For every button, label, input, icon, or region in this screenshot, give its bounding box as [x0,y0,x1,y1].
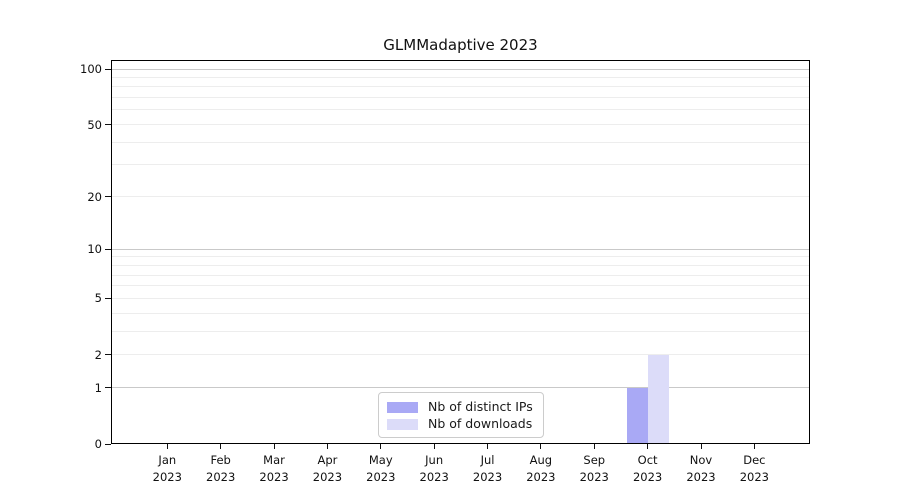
x-tick-month: Oct [637,453,658,467]
chart-title: GLMMadaptive 2023 [383,36,538,54]
x-axis-tick [326,444,328,449]
x-tick-year: 2023 [579,469,609,484]
y-axis-tick [105,297,111,299]
x-tick-year: 2023 [686,469,716,484]
y-axis-tick-label: 1 [94,380,102,395]
minor-gridline [112,196,809,198]
legend-label-downloads: Nb of downloads [428,416,533,431]
x-tick-month: Jun [425,453,444,467]
x-tick-year: 2023 [632,469,663,484]
x-axis-tick [647,444,649,449]
x-axis-tick [166,444,168,449]
x-tick-month: Apr [317,453,338,467]
x-tick-month: Mar [263,453,285,467]
x-axis-tick [487,444,489,449]
minor-gridline [112,297,809,299]
x-tick-year: 2023 [259,469,289,484]
y-axis-tick [105,68,111,70]
x-tick-year: 2023 [312,469,343,484]
x-tick-year: 2023 [206,469,236,484]
x-axis-tick [593,444,595,449]
x-axis-tick [273,444,275,449]
minor-gridline [112,285,809,287]
minor-gridline [112,97,809,99]
y-axis-tick-label: 50 [87,117,102,132]
x-axis-tick-label: Oct 2023 [616,452,680,485]
minor-gridline [112,256,809,258]
x-axis-tick [700,444,702,449]
major-gridline [112,387,809,389]
minor-gridline [112,330,809,332]
legend-item-downloads: Nb of downloads [387,416,535,432]
x-tick-year: 2023 [739,469,769,484]
x-axis-tick-label: Jan 2023 [135,452,199,485]
x-tick-year: 2023 [419,469,449,484]
x-tick-month: Nov [689,453,713,467]
y-axis-tick [105,443,111,445]
y-axis-tick-label: 10 [87,242,102,257]
x-tick-month: Feb [210,453,231,467]
x-axis-tick [753,444,755,449]
minor-gridline [112,312,809,314]
x-axis-tick-label: Dec 2023 [722,452,786,485]
legend-swatch-downloads [387,418,418,430]
minor-gridline [112,76,809,78]
x-axis-tick-label: May 2023 [349,452,413,485]
x-tick-month: Sep [583,453,606,467]
x-axis-tick [433,444,435,449]
legend: Nb of distinct IPs Nb of downloads [378,392,544,438]
y-axis-tick-label: 100 [80,62,102,76]
minor-gridline [112,124,809,126]
y-axis-tick [105,248,111,250]
x-axis-tick-label: Jul 2023 [456,452,520,485]
legend-label-distinct-ips: Nb of distinct IPs [428,399,533,414]
x-axis-tick-label: Aug 2023 [509,452,573,485]
y-axis-tick-label: 2 [94,347,102,362]
x-axis-tick [220,444,222,449]
x-tick-month: Aug [529,453,553,467]
y-axis-tick [105,354,111,356]
minor-gridline [112,109,809,111]
bar-oct-series0 [626,387,648,444]
minor-gridline [112,164,809,166]
x-axis-tick [540,444,542,449]
minor-gridline [112,141,809,143]
major-gridline [112,68,809,70]
minor-gridline [112,354,809,356]
x-tick-month: May [368,453,393,467]
minor-gridline [112,264,809,266]
bar-oct-series1 [647,354,669,444]
x-tick-year: 2023 [472,469,503,484]
x-tick-year: 2023 [366,469,396,484]
x-tick-year: 2023 [152,469,182,484]
y-axis-tick-label: 5 [94,291,102,306]
legend-swatch-distinct-ips [387,401,418,413]
y-axis-tick-label: 20 [87,189,102,204]
x-axis-tick [380,444,382,449]
x-axis-tick-label: Jun 2023 [402,452,466,485]
y-axis-tick [105,196,111,198]
x-axis-tick-label: Apr 2023 [295,452,359,485]
x-tick-month: Dec [743,453,766,467]
y-axis-tick [105,124,111,126]
x-axis-tick-label: Sep 2023 [562,452,626,485]
y-axis-tick [105,387,111,389]
legend-item-distinct-ips: Nb of distinct IPs [387,399,535,415]
y-axis-tick-label: 0 [94,437,102,451]
x-tick-year: 2023 [526,469,556,484]
x-axis-tick-label: Nov 2023 [669,452,733,485]
minor-gridline [112,86,809,88]
x-axis-tick-label: Mar 2023 [242,452,306,485]
x-tick-month: Jul [480,453,495,467]
major-gridline [112,248,809,250]
x-axis-tick-label: Feb 2023 [189,452,253,485]
minor-gridline [112,274,809,276]
x-tick-month: Jan [158,453,177,467]
